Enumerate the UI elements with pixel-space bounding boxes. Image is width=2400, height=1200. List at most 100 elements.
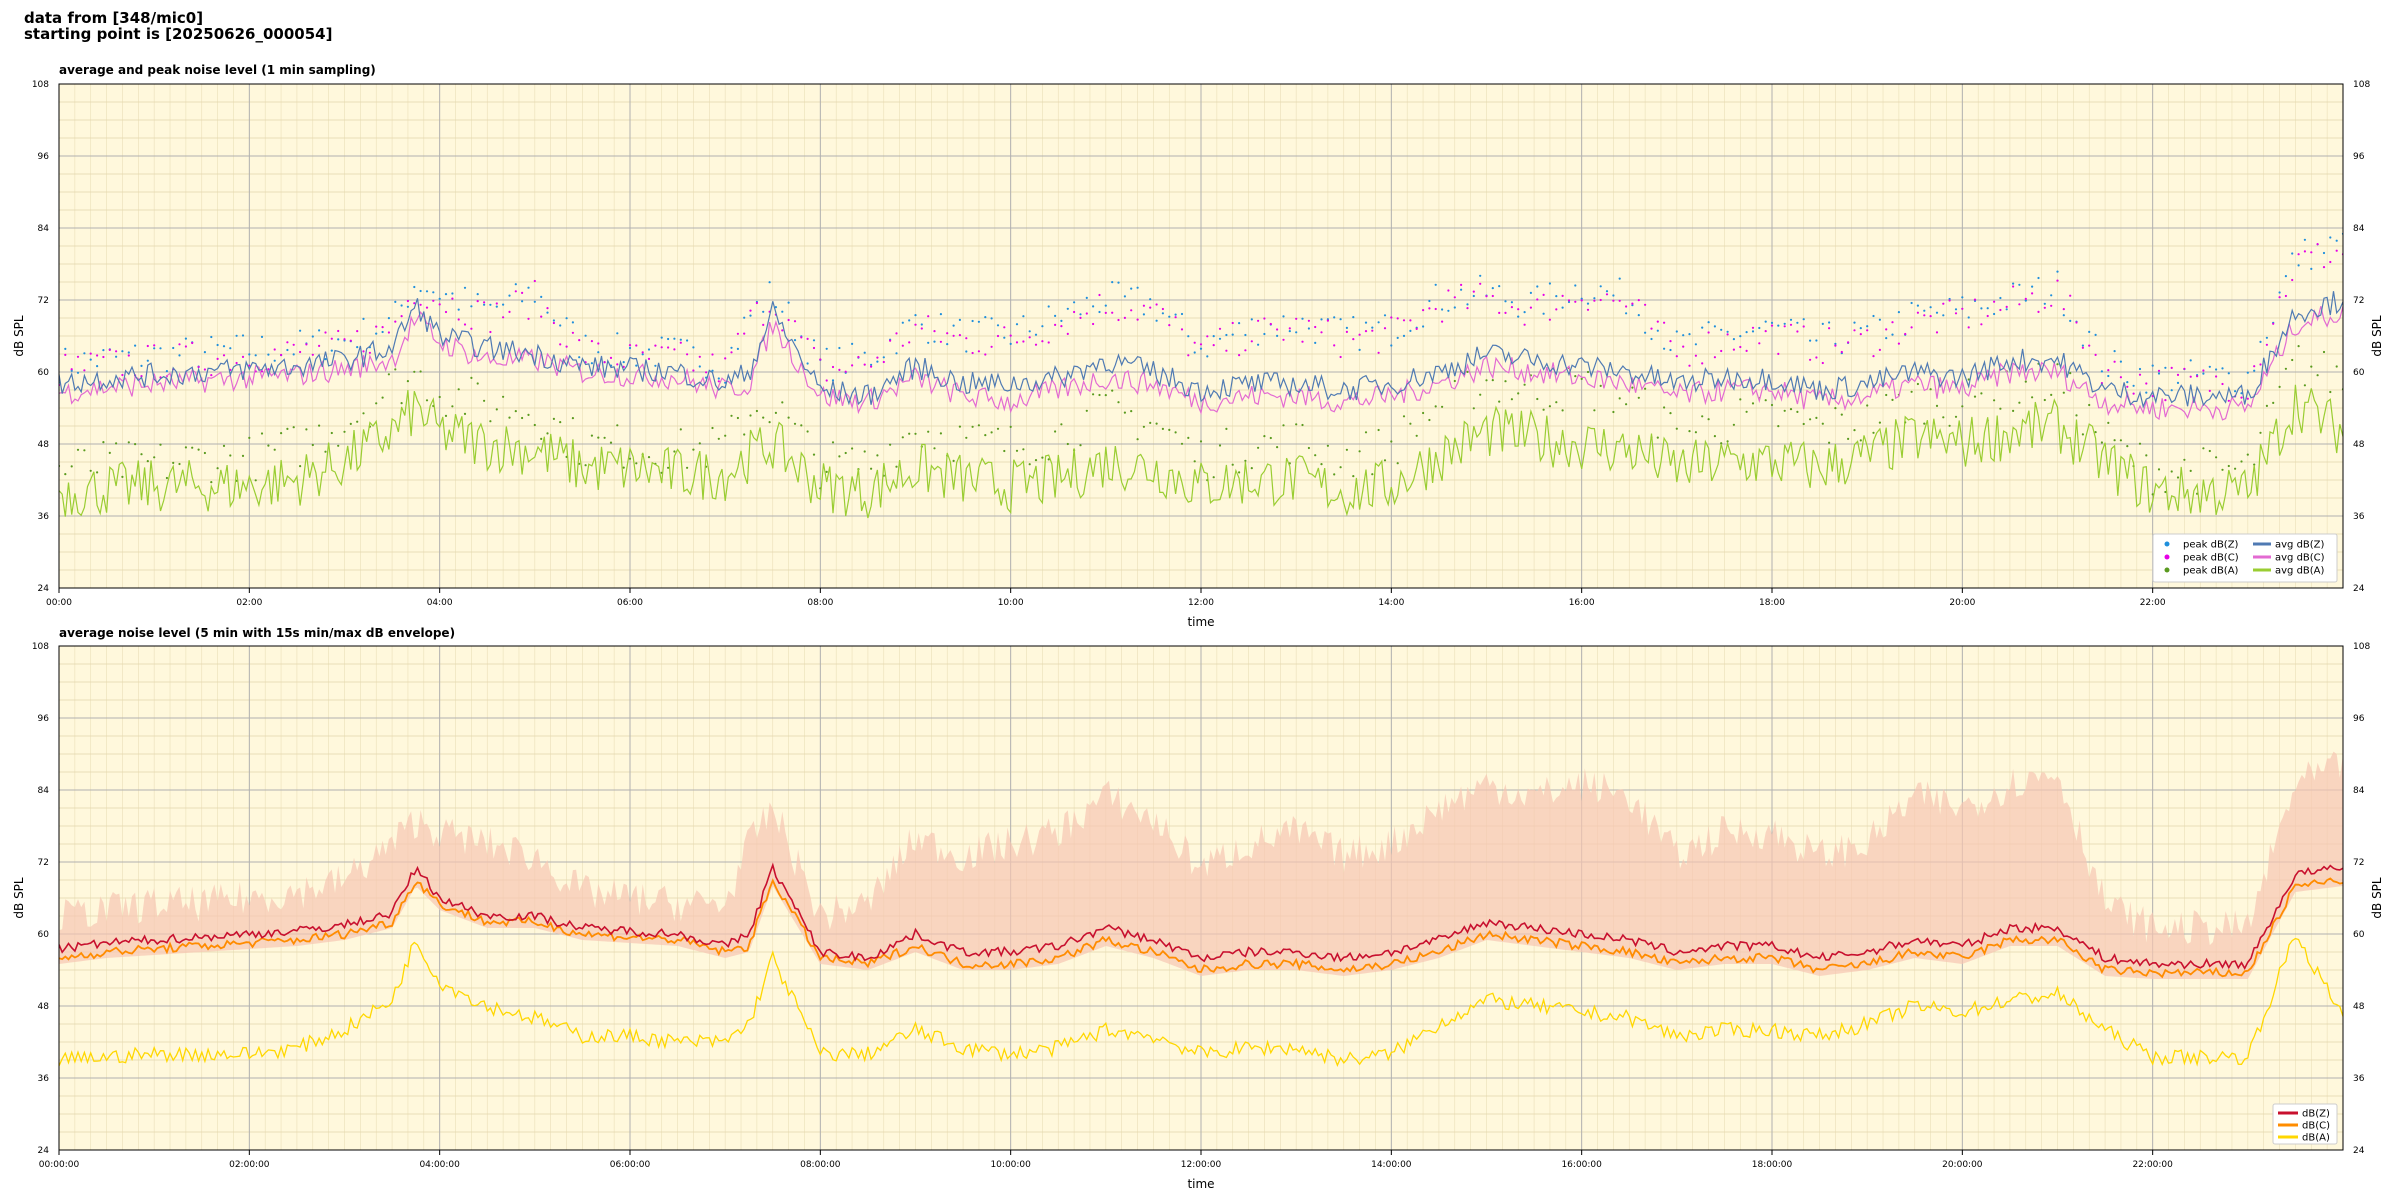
- peak-a-point: [1282, 424, 1285, 427]
- peak-a-point: [2221, 468, 2224, 471]
- peak-c-point: [762, 323, 765, 326]
- db-z-line: [59, 862, 2343, 970]
- peak-c-point: [1079, 316, 1082, 319]
- peak-z-point: [768, 281, 771, 284]
- peak-c-point: [1821, 361, 1824, 365]
- peak-z-point: [628, 346, 632, 350]
- peak-a-point: [1637, 396, 1640, 399]
- peak-a-point: [724, 434, 727, 437]
- chart1-legend-marker: [2164, 554, 2170, 560]
- peak-a-point: [273, 448, 276, 451]
- peak-z-point: [362, 317, 365, 320]
- peak-c-point: [299, 350, 302, 354]
- peak-a-point: [1510, 398, 1513, 401]
- peak-c-point: [1054, 323, 1057, 326]
- peak-a-point: [1060, 423, 1063, 426]
- peak-a-point: [831, 441, 835, 444]
- peak-a-point: [470, 376, 473, 379]
- peak-z-point: [2050, 294, 2053, 297]
- peak-c-point: [1555, 308, 1558, 311]
- chart1-x-tick-label: 22:00: [2140, 598, 2166, 608]
- peak-a-point: [1123, 411, 1126, 414]
- peak-z-point: [267, 353, 270, 356]
- peak-c-point: [1238, 354, 1241, 357]
- peak-z-point: [965, 350, 968, 353]
- peak-z-point: [1567, 300, 1571, 304]
- peak-z-point: [1713, 325, 1716, 328]
- peak-a-point: [438, 395, 441, 399]
- peak-z-point: [153, 347, 156, 350]
- peak-a-point: [2189, 469, 2192, 472]
- db-c-line: [59, 877, 2343, 979]
- peak-a-point: [2043, 398, 2046, 402]
- peak-c-point: [311, 353, 314, 356]
- peak-a-point: [229, 454, 232, 457]
- peak-z-point: [2145, 391, 2148, 394]
- peak-z-point: [2297, 264, 2300, 267]
- peak-a-point: [635, 462, 638, 465]
- peak-a-point: [1593, 409, 1596, 412]
- peak-a-point: [76, 448, 80, 451]
- chart1-y-tick-label-left: 108: [32, 80, 49, 90]
- peak-z-point: [1142, 313, 1145, 316]
- peak-z-point: [1161, 312, 1164, 315]
- peak-c-point: [1276, 328, 1279, 331]
- peak-z-point: [920, 323, 923, 326]
- peak-a-point: [2018, 401, 2021, 404]
- chart2-y-tick-label-left: 60: [38, 930, 50, 940]
- peak-a-point: [1472, 407, 1475, 410]
- peak-c-point: [1618, 299, 1621, 302]
- peak-c-point: [1390, 316, 1393, 319]
- peak-a-point: [2126, 445, 2129, 448]
- peak-z-point: [375, 332, 378, 335]
- peak-c-point: [1669, 340, 1672, 343]
- peak-a-point: [1180, 442, 1184, 445]
- peak-a-point: [2322, 350, 2326, 354]
- peak-a-point: [546, 432, 549, 435]
- peak-z-point: [1707, 321, 1710, 324]
- peak-a-point: [1111, 389, 1114, 392]
- peak-c-point: [146, 344, 149, 348]
- peak-z-point: [2227, 372, 2230, 375]
- peak-c-point: [2075, 321, 2078, 324]
- chart1-y-axis-label-right: dB SPL: [2370, 315, 2384, 357]
- peak-a-point: [1885, 393, 1888, 397]
- chart1-series-group: [59, 232, 2343, 519]
- peak-a-point: [1307, 446, 1310, 450]
- peak-c-point: [819, 358, 822, 361]
- peak-a-point: [521, 416, 524, 420]
- peak-c-point: [1973, 298, 1977, 301]
- peak-a-point: [933, 447, 936, 450]
- peak-z-point: [527, 286, 530, 289]
- peak-z-point: [641, 353, 644, 356]
- peak-c-point: [1339, 355, 1342, 359]
- peak-z-point: [977, 320, 981, 323]
- peak-a-point: [1713, 435, 1716, 438]
- peak-a-point: [1047, 458, 1050, 461]
- peak-c-point: [2043, 306, 2046, 309]
- peak-a-point: [216, 467, 219, 470]
- peak-z-point: [1447, 309, 1450, 312]
- peak-z-point: [425, 290, 429, 293]
- peak-c-point: [1923, 314, 1926, 317]
- chart1-legend-marker: [2164, 567, 2170, 573]
- peak-c-point: [1187, 354, 1190, 357]
- peak-z-point: [1872, 314, 1875, 318]
- peak-c-point: [1282, 338, 1285, 341]
- peak-z-point: [356, 346, 359, 349]
- peak-a-point: [165, 476, 168, 480]
- peak-c-point: [870, 365, 873, 368]
- peak-c-point: [1891, 321, 1894, 324]
- peak-c-point: [1117, 318, 1120, 322]
- peak-a-point: [311, 443, 314, 447]
- chart2-y-axis-label-right: dB SPL: [2370, 877, 2384, 919]
- peak-c-point: [1085, 312, 1088, 315]
- peak-z-point: [1098, 310, 1101, 314]
- peak-c-point: [1809, 358, 1812, 361]
- peak-c-point: [1688, 364, 1691, 367]
- peak-a-point: [197, 448, 200, 451]
- peak-a-point: [508, 416, 511, 419]
- peak-c-point: [2335, 249, 2338, 252]
- chart1-y-tick-label-right: 36: [2353, 512, 2365, 522]
- peak-a-point: [108, 451, 111, 454]
